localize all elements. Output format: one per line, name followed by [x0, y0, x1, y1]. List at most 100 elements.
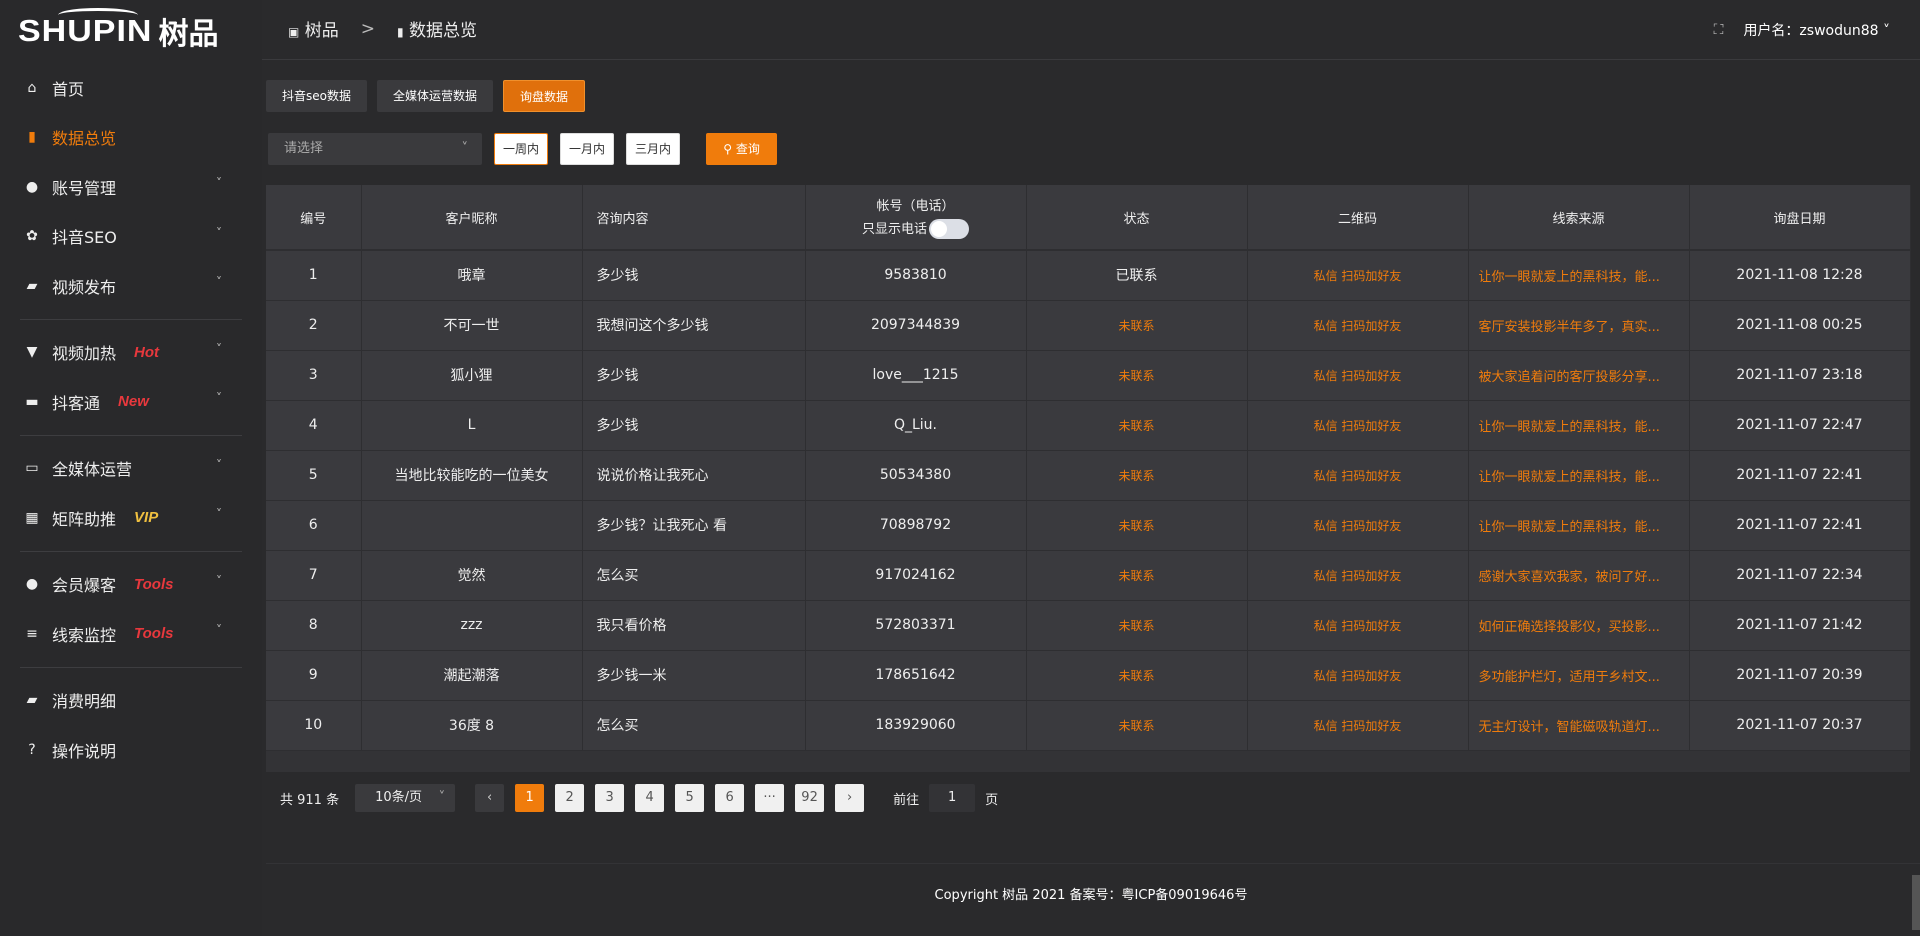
qr-code-link[interactable]: 私信 扫码加好友	[1247, 550, 1469, 601]
qr-code-link[interactable]: 私信 扫码加好友	[1247, 600, 1469, 651]
inquiry-content: 多少钱	[582, 250, 806, 301]
breadcrumb: ▣ 树品 > ▮ 数据总览	[288, 16, 477, 42]
contact-status: 未联系	[1026, 300, 1248, 351]
table-row[interactable]: 2 不可一世 我想问这个多少钱 2097344839 未联系 私信 扫码加好友 客厅安装投影…	[266, 300, 1911, 351]
brush-icon: ▼	[26, 344, 38, 361]
chevron-down-icon: ˅	[1878, 23, 1890, 39]
next-page-button[interactable]: ›	[835, 784, 865, 812]
qr-code-link[interactable]: 私信 扫码加好友	[1247, 300, 1469, 351]
inquiry-content: 怎么买	[582, 550, 806, 601]
range-button-2[interactable]: 三月内	[626, 133, 681, 165]
sidebar-item-13[interactable]: ≡ 线索监控 Tools ˅	[0, 609, 262, 659]
lead-source-link[interactable]: 让你一眼就爱上的黑科技，能...	[1468, 450, 1690, 501]
sidebar-item-3[interactable]: ✿ 抖音SEO ˅	[0, 212, 262, 262]
qr-code-link[interactable]: 私信 扫码加好友	[1247, 350, 1469, 401]
monitor-icon: ▭	[25, 460, 39, 477]
lead-source-link[interactable]: 如何正确选择投影仪，买投影...	[1468, 600, 1690, 651]
qr-code-link[interactable]: 私信 扫码加好友	[1247, 400, 1469, 451]
customer-nickname: 哦章	[361, 250, 583, 301]
account-phone: 50534380	[805, 450, 1027, 501]
range-button-1[interactable]: 一月内	[560, 133, 615, 165]
sidebar-item-2[interactable]: ● 账号管理 ˅	[0, 162, 262, 212]
page-button[interactable]: 92	[795, 784, 825, 812]
sidebar-item-4[interactable]: ▰ 视频发布 ˅	[0, 261, 262, 311]
scrollbar[interactable]	[1912, 875, 1920, 930]
table-row[interactable]: 6 多少钱？让我死心 看 70898792 未联系 私信 扫码加好友 让你一眼就爱上的黑科…	[266, 500, 1911, 551]
customer-nickname: 不可一世	[361, 300, 583, 351]
tab-1[interactable]: 全媒体运营数据	[376, 80, 493, 112]
lead-source-link[interactable]: 被大家追着问的客厅投影分享...	[1468, 350, 1690, 401]
goto-page-input[interactable]: 1	[929, 784, 976, 812]
sidebar-item-6[interactable]: ▼ 视频加热 Hot ˅	[0, 328, 262, 378]
table-row[interactable]: 7 觉然 怎么买 917024162 未联系 私信 扫码加好友 感谢大家喜欢我家，被问了好.…	[266, 550, 1911, 601]
customer-nickname: 潮起潮落	[361, 650, 583, 701]
page-size-select[interactable]: 10条/页 ˅	[355, 784, 456, 812]
sidebar-item-12[interactable]: ● 会员爆客 Tools ˅	[0, 560, 262, 610]
lead-source-link[interactable]: 无主灯设计，智能磁吸轨道灯...	[1468, 700, 1690, 751]
fullscreen-icon[interactable]: ⛶	[1713, 22, 1724, 38]
sidebar-divider	[20, 550, 242, 552]
inquiry-date: 2021-11-08 00:25	[1689, 300, 1911, 351]
filter-bar: 请选择 ˅ 一周内 一月内 三月内 ⚲ 查询	[268, 133, 778, 165]
table-row[interactable]: 10 36度 8 怎么买 183929060 未联系 私信 扫码加好友 无主灯设计，智能磁吸…	[266, 700, 1911, 751]
page-button[interactable]: 6	[715, 784, 745, 812]
page-button[interactable]: 1	[515, 784, 545, 812]
qr-code-link[interactable]: 私信 扫码加好友	[1247, 250, 1469, 301]
phone-only-toggle[interactable]	[929, 219, 969, 240]
sidebar-item-1[interactable]: ▮ 数据总览	[0, 113, 262, 163]
inquiry-content: 怎么买	[582, 700, 806, 751]
table-row[interactable]: 9 潮起潮落 多少钱一米 178651642 未联系 私信 扫码加好友 多功能护栏灯，适用于…	[266, 650, 1911, 701]
sidebar-item-label: 抖客通	[52, 393, 101, 413]
sidebar-item-7[interactable]: ▬ 抖客通 New ˅	[0, 377, 262, 427]
lead-source-link[interactable]: 多功能护栏灯，适用于乡村文...	[1468, 650, 1690, 701]
table-row[interactable]: 3 狐小狸 多少钱 love___1215 未联系 私信 扫码加好友 被大家追着问的客厅投影…	[266, 350, 1911, 401]
page-button[interactable]: 4	[635, 784, 665, 812]
account-phone: 572803371	[805, 600, 1027, 651]
qr-code-link[interactable]: 私信 扫码加好友	[1247, 700, 1469, 751]
lead-source-link[interactable]: 让你一眼就爱上的黑科技，能...	[1468, 400, 1690, 451]
pagination: 共 911 条 10条/页 ˅ ‹ 1 2 3 4 5 6 ··· 92 › 前往 1 页	[280, 784, 998, 812]
chat-icon: ▬	[25, 393, 39, 410]
tab-0[interactable]: 抖音seo数据	[266, 80, 367, 112]
page-button[interactable]: 3	[595, 784, 625, 812]
page-button[interactable]: 5	[675, 784, 705, 812]
breadcrumb-home[interactable]: ▣ 树品	[288, 21, 339, 41]
logo-arc	[58, 8, 138, 22]
qr-code-link[interactable]: 私信 扫码加好友	[1247, 450, 1469, 501]
contact-status: 未联系	[1026, 350, 1248, 401]
breadcrumb-separator: >	[360, 18, 375, 39]
page-button[interactable]: ···	[755, 784, 785, 812]
sidebar-item-15[interactable]: ▰ 消费明细	[0, 676, 262, 726]
lead-source-link[interactable]: 客厅安装投影半年多了，真实...	[1468, 300, 1690, 351]
prev-page-button[interactable]: ‹	[475, 784, 505, 812]
user-menu[interactable]: 用户名：zswodun88 ˅	[1743, 23, 1890, 39]
chevron-down-icon: ˅	[216, 341, 222, 356]
account-select[interactable]: 请选择 ˅	[268, 133, 482, 165]
table-row[interactable]: 1 哦章 多少钱 9583810 已联系 私信 扫码加好友 让你一眼就爱上的黑科技，能...…	[266, 250, 1911, 301]
sidebar-item-10[interactable]: ▦ 矩阵助推 VIP ˅	[0, 493, 262, 543]
chevron-down-icon: ˅	[216, 573, 222, 588]
lead-source-link[interactable]: 让你一眼就爱上的黑科技，能...	[1468, 250, 1690, 301]
tab-2[interactable]: 询盘数据	[503, 80, 586, 112]
range-button-0[interactable]: 一周内	[494, 133, 549, 165]
table-row[interactable]: 4 L 多少钱 Q_Liu. 未联系 私信 扫码加好友 让你一眼就爱上的黑科技，能... 20…	[266, 400, 1911, 451]
table-row[interactable]: 8 zzz 我只看价格 572803371 未联系 私信 扫码加好友 如何正确选择投影仪，买…	[266, 600, 1911, 651]
lead-source-link[interactable]: 感谢大家喜欢我家，被问了好...	[1468, 550, 1690, 601]
lead-source-link[interactable]: 让你一眼就爱上的黑科技，能...	[1468, 500, 1690, 551]
contact-status: 未联系	[1026, 600, 1248, 651]
qr-code-link[interactable]: 私信 扫码加好友	[1247, 650, 1469, 701]
contact-status: 已联系	[1026, 250, 1248, 301]
logo[interactable]: SHUPIN 树品	[18, 8, 218, 52]
row-id: 6	[266, 500, 362, 551]
page-button[interactable]: 2	[555, 784, 585, 812]
qr-code-link[interactable]: 私信 扫码加好友	[1247, 500, 1469, 551]
sidebar-item-label: 线索监控	[52, 625, 117, 645]
inquiry-date: 2021-11-07 22:41	[1689, 450, 1911, 501]
sidebar-item-16[interactable]: ? 操作说明	[0, 725, 262, 775]
table-row[interactable]: 5 当地比较能吃的一位美女 说说价格让我死心 50534380 未联系 私信 扫码加好友让…	[266, 450, 1911, 501]
video-icon: ▰	[26, 277, 38, 294]
query-button[interactable]: ⚲ 查询	[706, 133, 778, 165]
sidebar-item-9[interactable]: ▭ 全媒体运营 ˅	[0, 444, 262, 494]
sidebar-item-label: 会员爆客	[52, 576, 117, 596]
sidebar-item-0[interactable]: ⌂ 首页	[0, 63, 262, 113]
